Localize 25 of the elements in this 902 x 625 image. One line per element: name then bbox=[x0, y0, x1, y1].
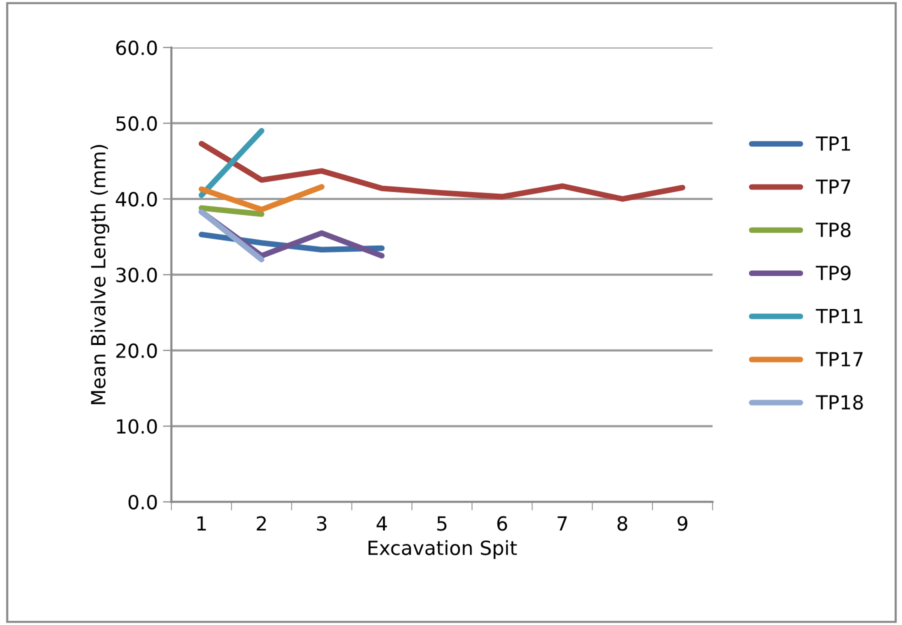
y-tick-label: 60.0 bbox=[116, 40, 157, 56]
x-tick-label: 4 bbox=[376, 516, 387, 531]
legend-label: TP7 bbox=[816, 180, 850, 194]
x-tick-label: 6 bbox=[497, 516, 508, 531]
legend-label: TP11 bbox=[816, 309, 862, 324]
x-axis-title: Excavation Spit bbox=[368, 540, 517, 559]
y-tick-label: 10.0 bbox=[117, 419, 157, 434]
legend-label: TP1 bbox=[816, 136, 850, 151]
y-tick-label: 40.0 bbox=[116, 192, 157, 207]
x-tick-label: 1 bbox=[197, 516, 206, 531]
y-tick-label: 0.0 bbox=[128, 494, 157, 510]
x-tick-label: 9 bbox=[678, 516, 688, 531]
x-tick-label: 2 bbox=[256, 516, 266, 531]
y-tick-label: 20.0 bbox=[116, 343, 157, 358]
x-tick-label: 5 bbox=[437, 516, 446, 531]
legend-label: TP17 bbox=[816, 352, 863, 366]
y-axis-title: Mean Bivalve Length (mm) bbox=[90, 145, 110, 404]
x-tick-label: 8 bbox=[618, 516, 628, 531]
legend-label: TP18 bbox=[816, 394, 863, 410]
y-tick-label: 50.0 bbox=[116, 116, 157, 131]
x-tick-label: 7 bbox=[558, 516, 567, 531]
x-tick-label: 3 bbox=[317, 516, 326, 531]
y-tick-label: 30.0 bbox=[116, 268, 157, 282]
legend-label: TP8 bbox=[816, 222, 851, 238]
legend-label: TP9 bbox=[816, 266, 850, 280]
